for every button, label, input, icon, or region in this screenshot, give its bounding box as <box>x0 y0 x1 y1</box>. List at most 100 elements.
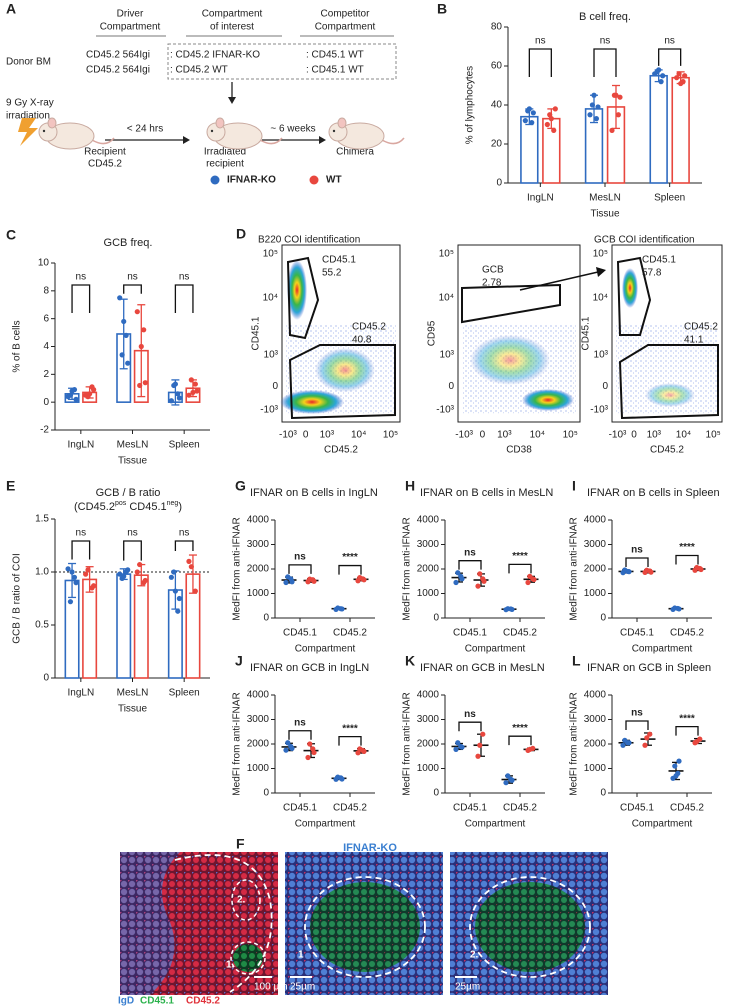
gc-region <box>233 944 263 972</box>
significance-bracket <box>123 284 142 294</box>
y-tick-label: 6 <box>43 313 49 324</box>
flow-x-label: CD38 <box>506 445 532 456</box>
data-point <box>694 564 700 571</box>
data-point <box>505 606 511 612</box>
dashed-box <box>167 43 397 80</box>
panel-label: C <box>6 227 16 243</box>
bar <box>133 574 149 679</box>
y-tick-label: 8 <box>43 285 49 296</box>
significance-label: **** <box>512 551 528 562</box>
x-tick-label: Spleen <box>654 193 685 204</box>
chart-title: IFNAR on B cells in Spleen <box>587 487 720 499</box>
data-point <box>682 73 688 79</box>
data-point <box>477 742 483 748</box>
data-point <box>307 576 313 582</box>
data-point <box>355 750 361 756</box>
y-axis-label: MedFI from anti-IFNAR <box>569 692 580 795</box>
x-tick-label: CD45.2 <box>503 628 537 639</box>
follicle-outline <box>174 854 273 993</box>
data-point <box>527 573 533 579</box>
data-point <box>142 577 148 584</box>
data-point <box>194 388 200 394</box>
chart-title: IFNAR on GCB in IngLN <box>250 662 369 674</box>
gc-outline <box>231 879 261 921</box>
data-point <box>83 571 89 577</box>
data-point <box>285 740 291 746</box>
y-tick-label: 80 <box>491 22 503 33</box>
header: Compartment <box>100 22 161 33</box>
significance-label: ns <box>76 272 87 283</box>
significance-label: ns <box>127 528 138 539</box>
y-tick-label: 2000 <box>417 564 440 575</box>
significance-label: ns <box>76 528 87 539</box>
data-point <box>119 352 125 358</box>
data-point <box>626 740 632 746</box>
data-point <box>176 595 182 602</box>
flow-x-label: CD45.2 <box>650 445 684 456</box>
y-tick-label: 1000 <box>417 588 440 599</box>
data-point <box>531 576 537 583</box>
data-point <box>172 381 178 387</box>
flow-y-tick-label: 10³ <box>440 349 455 360</box>
y-tick-label: 4000 <box>417 690 440 701</box>
panel-label: F <box>236 836 245 852</box>
data-point <box>125 360 131 366</box>
panel-label: K <box>405 653 415 669</box>
y-tick-label: 1000 <box>584 588 607 599</box>
data-point <box>503 780 509 786</box>
significance-bracket <box>71 284 91 313</box>
gc-region <box>475 882 585 972</box>
data-point <box>678 80 684 87</box>
flow-x-tick-label: 10⁴ <box>530 430 545 441</box>
gc-outline <box>304 876 426 978</box>
data-point <box>339 776 345 782</box>
significance-bracket <box>338 736 362 746</box>
flow-y-tick-label: 10³ <box>264 349 279 360</box>
flow-x-tick-label: 0 <box>303 430 309 441</box>
data-point <box>530 110 536 116</box>
flow-x-tick-label: 10⁴ <box>351 430 366 441</box>
region-label: 1 <box>298 950 304 961</box>
y-axis-label: % of lymphocytes <box>465 66 476 144</box>
flow-x-tick-label: 10⁵ <box>563 430 578 441</box>
data-point <box>357 746 363 752</box>
data-point <box>673 773 679 779</box>
subtitle-part: CD45.1 <box>126 501 166 513</box>
gate-name: GCB <box>482 265 504 276</box>
flow-x-tick-label: 10³ <box>320 430 335 441</box>
x-tick-label: IngLN <box>67 440 94 451</box>
significance-bracket <box>288 564 312 574</box>
x-axis-label: Compartment <box>295 644 356 655</box>
y-tick-label: 40 <box>491 100 503 111</box>
flow-x-tick-label: -10³ <box>455 430 473 441</box>
data-point <box>609 127 615 133</box>
data-point <box>335 774 341 780</box>
mouse-caption: Chimera <box>336 147 374 158</box>
cell-text: CD45.2 564Igi <box>86 50 150 61</box>
data-point <box>186 558 192 565</box>
significance-bracket <box>625 720 649 730</box>
step-text: < 24 hrs <box>127 124 163 135</box>
data-point <box>622 737 628 743</box>
mouse-caption: CD45.2 <box>88 159 122 170</box>
density <box>315 348 375 392</box>
gc-region <box>310 882 420 972</box>
panel-label: L <box>572 653 581 669</box>
data-point <box>648 569 654 575</box>
data-point <box>480 731 486 737</box>
x-tick-label: CD45.1 <box>453 628 487 639</box>
bar <box>671 76 690 184</box>
y-axis-label: MedFI from anti-IFNAR <box>232 517 243 620</box>
x-tick-label: MesLN <box>117 688 149 699</box>
x-tick-label: CD45.2 <box>670 628 704 639</box>
arrow-head <box>228 97 236 104</box>
channel-label: CD45.1 <box>140 996 174 1007</box>
flow-y-tick-label: -10³ <box>590 404 608 415</box>
data-point <box>481 578 487 584</box>
data-point <box>123 332 129 338</box>
flow-x-tick-label: 10⁵ <box>383 430 398 441</box>
y-tick-label: 4000 <box>247 515 270 526</box>
x-axis-label: Compartment <box>465 819 526 830</box>
flow-x-tick-label: 0 <box>480 430 486 441</box>
